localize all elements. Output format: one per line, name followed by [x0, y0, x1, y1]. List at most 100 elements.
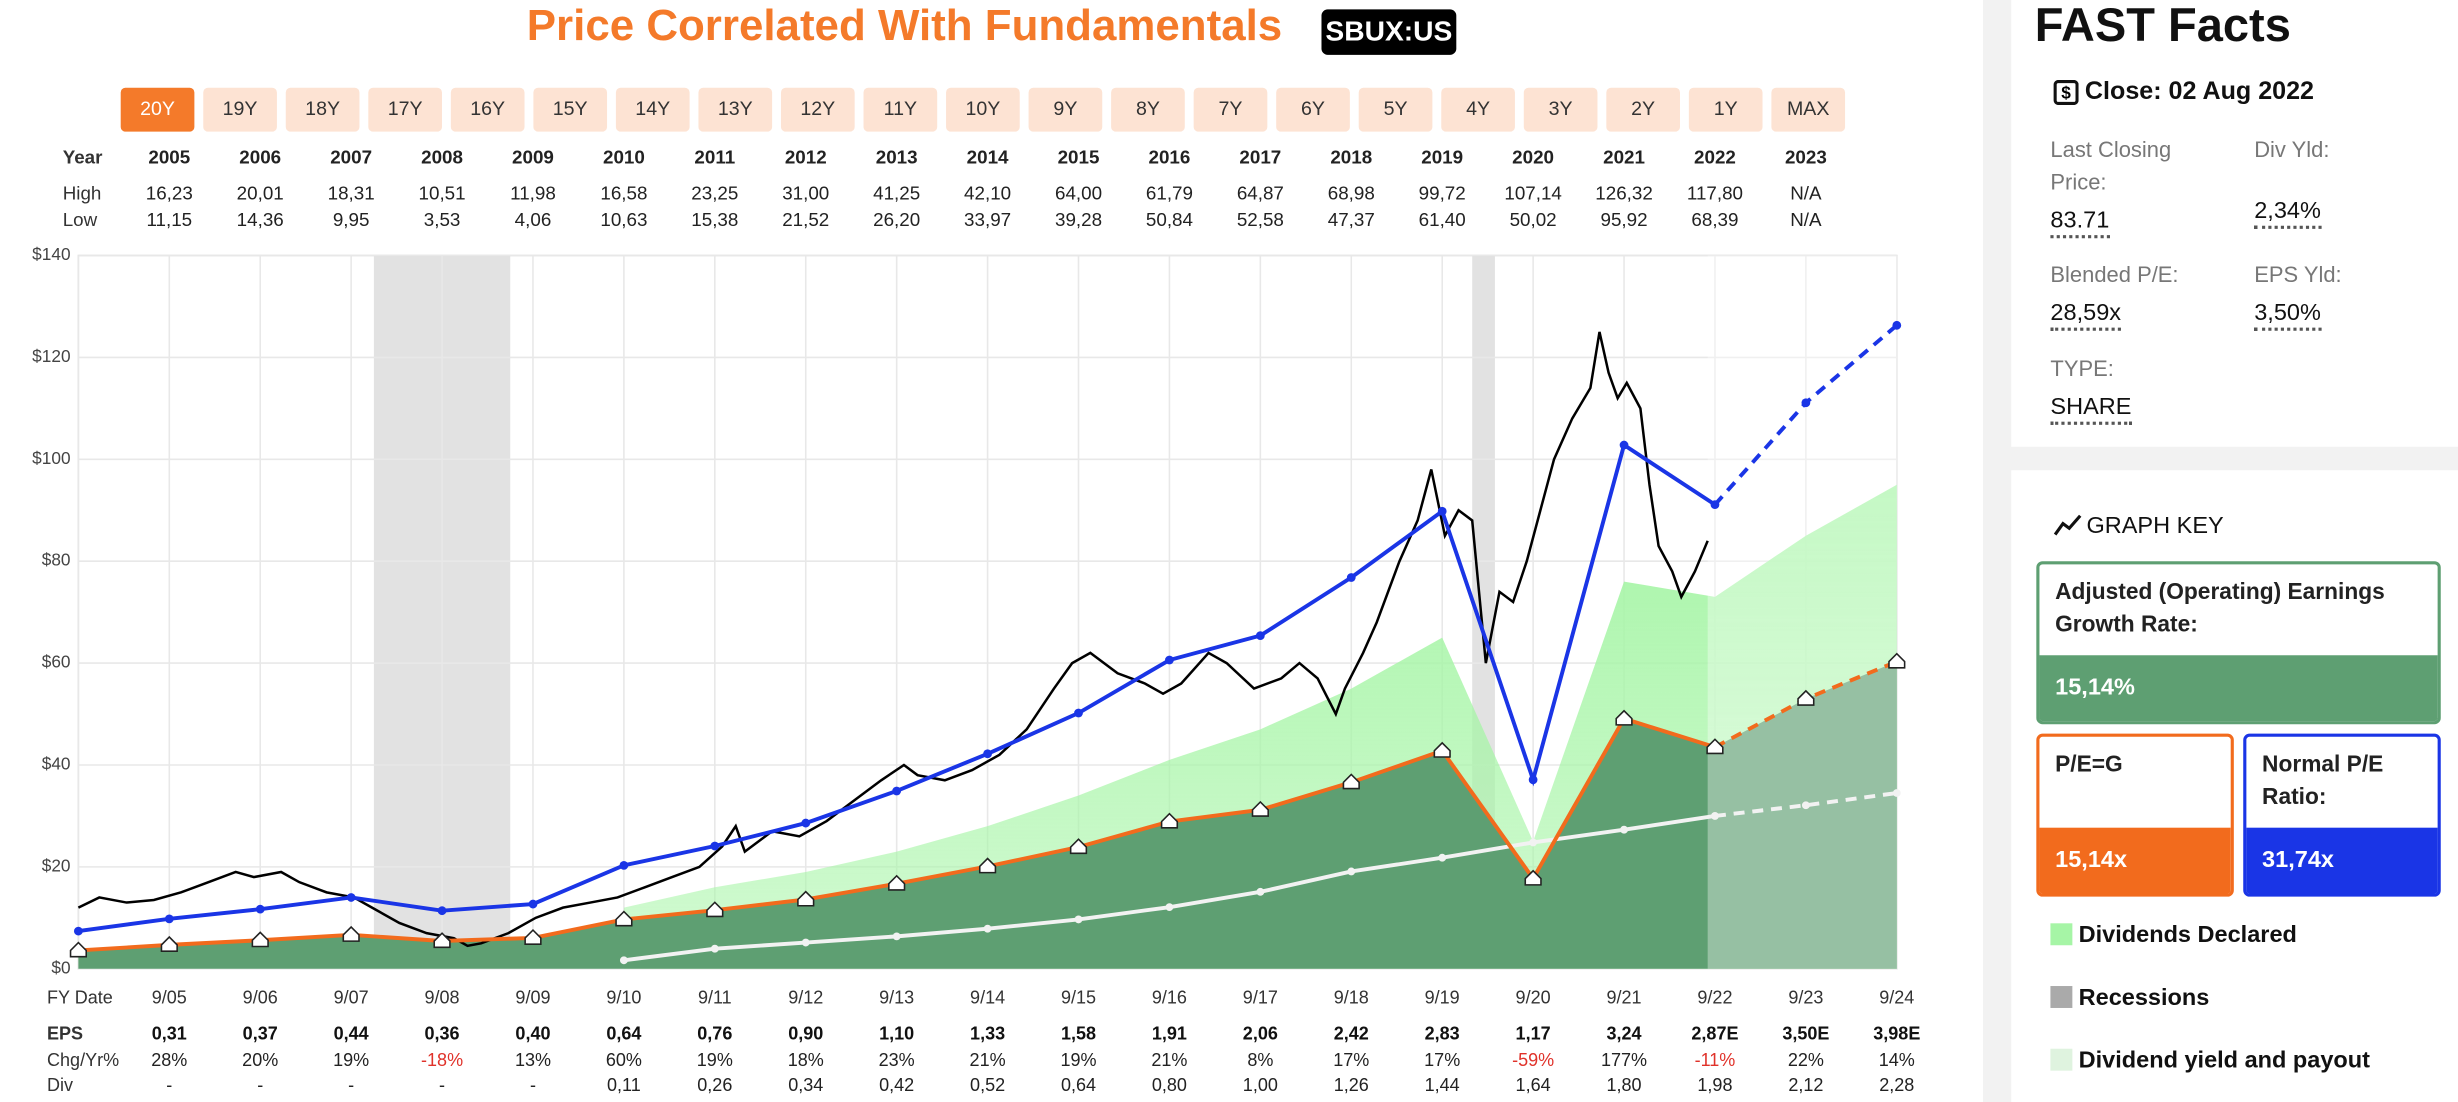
- range-button[interactable]: [1688, 87, 1763, 132]
- div: -: [166, 1075, 172, 1095]
- div: 1,26: [1334, 1075, 1369, 1095]
- high: 11,98: [510, 182, 556, 203]
- x-tick-label: 9/12: [788, 987, 823, 1007]
- low: 10,63: [600, 209, 647, 230]
- pe-point: [1619, 440, 1629, 450]
- range-button-label: 15Y: [553, 98, 588, 120]
- chart: Price Correlated With Fundamentals SBUX:…: [32, 1, 1920, 1095]
- range-button-label: 10Y: [965, 98, 1000, 120]
- range-button[interactable]: [863, 87, 938, 132]
- growth-label: Adjusted (Operating) Earnings Growth Rat…: [2055, 580, 2385, 639]
- low: 52,58: [1237, 209, 1284, 230]
- year: 2021: [1603, 146, 1645, 167]
- range-button[interactable]: [1771, 87, 1846, 132]
- x-tick-label: 9/21: [1606, 987, 1641, 1007]
- low: 3,53: [424, 209, 461, 230]
- eps: 3,98E: [1873, 1023, 1920, 1043]
- value: 2,34%: [2254, 198, 2321, 229]
- pe-point: [528, 899, 538, 909]
- eps: 0,90: [788, 1023, 823, 1043]
- earnings-area: [78, 661, 1897, 969]
- graph-key: GRAPH KEY Adjusted (Operating) Earnings …: [2011, 470, 2458, 1102]
- legend-label: Dividend yield and payout: [2078, 1047, 2370, 1074]
- range-button[interactable]: [1606, 87, 1680, 132]
- div: 0,64: [1061, 1075, 1096, 1095]
- normal-pe-box: Normal P/E Ratio: 31,74x: [2243, 733, 2441, 897]
- year: 2017: [1239, 146, 1281, 167]
- div: 0,11: [607, 1075, 641, 1095]
- high: 41,25: [873, 182, 920, 203]
- chg: 20%: [242, 1050, 278, 1070]
- x-tick-label: 9/06: [243, 987, 278, 1007]
- pe-point: [1710, 500, 1720, 510]
- x-tick-label: 9/08: [425, 987, 460, 1007]
- div: 0,80: [1152, 1075, 1187, 1095]
- div: 1,44: [1425, 1075, 1460, 1095]
- facts-title: FAST Facts: [2034, 0, 2291, 52]
- div: 1,64: [1516, 1075, 1551, 1095]
- chg: 22%: [1788, 1050, 1824, 1070]
- year: 2014: [967, 146, 1009, 167]
- chg: 21%: [970, 1050, 1006, 1070]
- dividend-point: [1620, 825, 1628, 834]
- range-button[interactable]: [698, 87, 773, 132]
- range-button[interactable]: [1276, 87, 1350, 132]
- key-icon: [2053, 514, 2082, 536]
- pe-point: [255, 904, 265, 914]
- year: 2020: [1512, 146, 1554, 167]
- eps: 0,76: [697, 1023, 732, 1043]
- year: 2019: [1421, 146, 1463, 167]
- eps: 0,64: [606, 1023, 641, 1043]
- range-button-label: 13Y: [718, 98, 753, 120]
- range-button[interactable]: [1028, 87, 1103, 132]
- peg-box: P/E=G 15,14x: [2036, 733, 2234, 897]
- range-button[interactable]: [285, 87, 360, 132]
- div: -: [530, 1075, 536, 1095]
- earnings-point: [160, 935, 178, 952]
- range-button[interactable]: [1358, 87, 1433, 132]
- range-button[interactable]: [1111, 87, 1185, 132]
- div: 0,52: [970, 1075, 1005, 1095]
- y-tick-label: $140: [32, 244, 70, 264]
- range-button[interactable]: [450, 87, 525, 132]
- range-button[interactable]: [120, 87, 195, 132]
- low: 68,39: [1691, 209, 1738, 230]
- range-button[interactable]: [368, 87, 442, 132]
- row-label: Year: [63, 146, 103, 167]
- low: 4,06: [515, 209, 552, 230]
- range-button[interactable]: [203, 87, 277, 132]
- year: 2010: [603, 146, 645, 167]
- year: 2016: [1149, 146, 1191, 167]
- normal-pe-value: 31,74x: [2246, 827, 2438, 894]
- high: 99,72: [1419, 182, 1466, 203]
- x-tick-label: 9/24: [1879, 987, 1914, 1007]
- range-button[interactable]: [1193, 87, 1268, 132]
- range-button[interactable]: [533, 87, 608, 132]
- range-button[interactable]: [780, 87, 855, 132]
- dividend-point: [1347, 867, 1356, 876]
- year: 2007: [330, 146, 372, 167]
- range-button[interactable]: [1441, 87, 1515, 132]
- earnings-point: [1342, 773, 1360, 790]
- pe-point: [1346, 573, 1356, 582]
- dividend-point: [1074, 915, 1083, 924]
- legend-item: Recessions: [2050, 984, 2209, 1011]
- chg: 19%: [333, 1050, 369, 1070]
- row-label: Chg/Yr%: [47, 1050, 119, 1070]
- range-button[interactable]: [1523, 87, 1598, 132]
- x-tick-label: 9/22: [1697, 987, 1732, 1007]
- chg: 18%: [788, 1050, 824, 1070]
- earnings-point: [342, 925, 360, 942]
- y-tick-label: $0: [51, 957, 70, 977]
- eps: 0,37: [243, 1023, 278, 1043]
- earnings-point: [706, 901, 724, 918]
- year: 2005: [148, 146, 190, 167]
- eps: 0,40: [515, 1023, 550, 1043]
- pe-point: [1437, 506, 1447, 516]
- pe-point: [1255, 631, 1265, 640]
- range-button[interactable]: [946, 87, 1020, 132]
- pe-point: [1528, 775, 1538, 785]
- row-label: EPS: [47, 1023, 83, 1043]
- range-button[interactable]: [615, 87, 690, 132]
- y-tick-label: $100: [32, 448, 70, 468]
